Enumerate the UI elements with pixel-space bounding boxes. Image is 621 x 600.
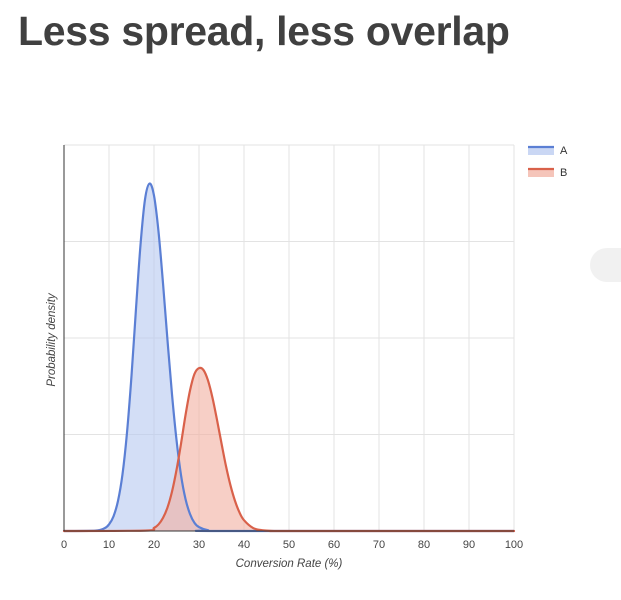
x-tick-label: 10	[103, 539, 115, 551]
series-b-area	[64, 367, 514, 531]
x-tick-label: 30	[193, 539, 205, 551]
series-a-line	[62, 182, 516, 533]
y-axis-title: Probability density	[46, 292, 58, 387]
axes	[63, 145, 514, 532]
x-tick-label: 70	[373, 539, 385, 551]
legend-label-b: B	[560, 167, 567, 179]
legend-swatch-b	[528, 168, 554, 177]
x-axis-title: Conversion Rate (%)	[236, 558, 343, 570]
x-tick-label: 100	[505, 539, 523, 551]
x-tick-label: 50	[283, 539, 295, 551]
slide-decoration	[590, 248, 621, 282]
x-tick-label: 80	[418, 539, 430, 551]
x-tick-label: 60	[328, 539, 340, 551]
density-lines	[62, 182, 516, 533]
legend: AB	[528, 145, 568, 179]
x-tick-label: 20	[148, 539, 160, 551]
x-tick-label: 90	[463, 539, 475, 551]
legend-label-a: A	[560, 145, 568, 157]
legend-swatch-a	[528, 146, 554, 155]
slide-title: Less spread, less overlap	[18, 8, 510, 54]
grid-lines	[64, 144, 515, 531]
x-tick-label: 40	[238, 539, 250, 551]
x-tick-label: 0	[61, 539, 67, 551]
series-b-line	[62, 366, 516, 533]
x-tick-labels: 0 10 20 30 40 50 60 70 80 90 100	[61, 539, 523, 551]
